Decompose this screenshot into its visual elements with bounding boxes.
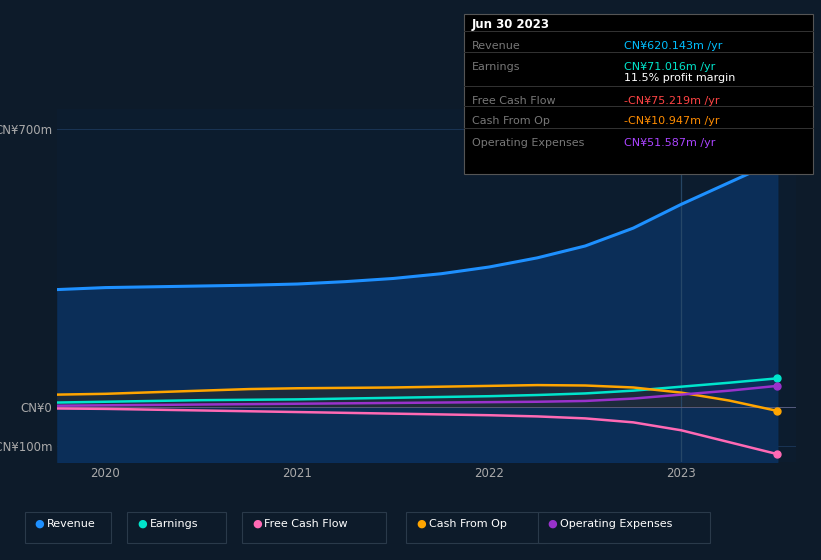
Text: CN¥51.587m /yr: CN¥51.587m /yr xyxy=(624,138,715,148)
Text: Earnings: Earnings xyxy=(472,62,521,72)
Text: ●: ● xyxy=(416,519,426,529)
Text: Revenue: Revenue xyxy=(47,519,95,529)
Text: -CN¥75.219m /yr: -CN¥75.219m /yr xyxy=(624,96,719,106)
Point xyxy=(771,156,784,165)
Text: Operating Expenses: Operating Expenses xyxy=(560,519,672,529)
Text: Revenue: Revenue xyxy=(472,41,521,51)
Text: ●: ● xyxy=(34,519,44,529)
Point xyxy=(771,381,784,390)
Text: CN¥620.143m /yr: CN¥620.143m /yr xyxy=(624,41,722,51)
Text: ●: ● xyxy=(137,519,147,529)
Text: CN¥71.016m /yr: CN¥71.016m /yr xyxy=(624,62,715,72)
Text: Jun 30 2023: Jun 30 2023 xyxy=(472,18,550,31)
Point xyxy=(771,407,784,416)
Text: -CN¥10.947m /yr: -CN¥10.947m /yr xyxy=(624,116,719,127)
Text: ●: ● xyxy=(548,519,557,529)
Text: Operating Expenses: Operating Expenses xyxy=(472,138,585,148)
Text: 11.5% profit margin: 11.5% profit margin xyxy=(624,73,736,83)
Point xyxy=(771,374,784,383)
Text: Earnings: Earnings xyxy=(149,519,198,529)
Text: Free Cash Flow: Free Cash Flow xyxy=(472,96,556,106)
Text: Cash From Op: Cash From Op xyxy=(472,116,550,127)
Point xyxy=(771,450,784,459)
Text: Free Cash Flow: Free Cash Flow xyxy=(264,519,348,529)
Text: Cash From Op: Cash From Op xyxy=(429,519,507,529)
Text: ●: ● xyxy=(252,519,262,529)
